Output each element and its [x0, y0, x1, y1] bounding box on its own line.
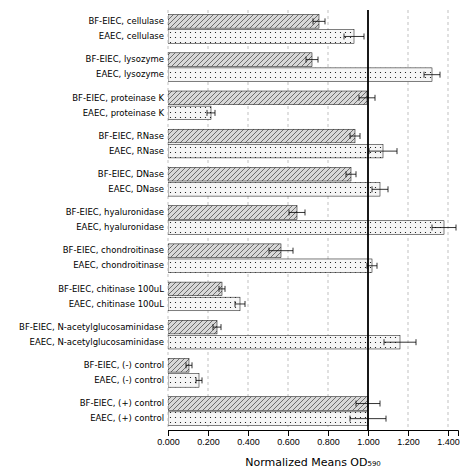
- bar: [168, 144, 383, 158]
- tick-label: 1.000: [357, 437, 380, 447]
- bar: [168, 412, 368, 426]
- tick: 0.000: [157, 430, 180, 447]
- tick-label: BF-EIEC, chitinase 100uL: [58, 284, 164, 294]
- axis-line: [169, 431, 459, 437]
- error-bar: [207, 110, 215, 116]
- error-bar: [289, 209, 305, 215]
- error-bar: [359, 95, 375, 101]
- bar: [168, 30, 354, 44]
- tick-label: 0.000: [157, 437, 180, 447]
- y-axis: BF-EIEC, cellulase EAEC, cellulase BF-EIEC…: [19, 16, 164, 423]
- bar: [168, 15, 319, 29]
- bar: [168, 221, 444, 235]
- tick-label: EAEC, (+) control: [90, 413, 164, 423]
- error-bar: [213, 324, 221, 330]
- tick-label: 0.800: [317, 437, 340, 447]
- grid: [168, 10, 448, 430]
- tick-label: EAEC, (-) control: [94, 375, 164, 385]
- tick-label: BF-EIEC, lysozyme: [86, 54, 164, 64]
- tick-label: EAEC, cellulase: [99, 31, 164, 41]
- bar: [168, 244, 281, 258]
- tick-label: EAEC, lysozyme: [96, 69, 164, 79]
- tick-label: BF-EIEC, cellulase: [88, 16, 164, 26]
- tick: 0.400: [237, 430, 260, 447]
- bar: [168, 397, 368, 411]
- tick-label: BF-EIEC, (-) control: [84, 360, 164, 370]
- error-bar: [306, 57, 318, 63]
- tick-label: EAEC, RNase: [109, 146, 164, 156]
- chart: 0.000 0.200 0.400 0.600 0.800 1.000 1.200 1.400…: [0, 0, 474, 476]
- tick-label: 1.200: [397, 437, 420, 447]
- tick-label: BF-EIEC, hyaluronidase: [66, 207, 164, 217]
- error-bar: [372, 186, 388, 192]
- tick-mark: [368, 430, 369, 436]
- error-bar: [313, 18, 325, 24]
- error-bar: [344, 33, 364, 39]
- tick-label: BF-EIEC, RNase: [98, 131, 164, 141]
- bar: [168, 167, 351, 181]
- tick: 0.200: [197, 430, 220, 447]
- error-bar: [186, 362, 192, 368]
- x-axis-title: Normalized Means OD₅₉₀: [245, 456, 381, 469]
- tick-label: EAEC, chondroitinase: [73, 260, 164, 270]
- bar: [168, 320, 217, 334]
- error-bar: [219, 286, 225, 292]
- error-bar: [346, 171, 356, 177]
- error-bar: [369, 148, 397, 154]
- bar: [168, 374, 199, 388]
- tick-label: 0.400: [237, 437, 260, 447]
- tick-mark: [168, 430, 169, 436]
- tick-mark: [448, 430, 449, 436]
- tick-mark: [248, 430, 249, 436]
- plot: 0.000 0.200 0.400 0.600 0.800 1.000 1.200 1.400…: [19, 10, 460, 447]
- tick-label: 0.200: [197, 437, 220, 447]
- bar: [168, 206, 297, 220]
- tick-label: EAEC, hyaluronidase: [76, 222, 164, 232]
- tick-label: BF-EIEC, N-acetylglucosaminidase: [19, 322, 164, 332]
- tick-label: 1.400: [437, 437, 460, 447]
- bar: [168, 183, 380, 197]
- tick: 0.600: [277, 430, 300, 447]
- grid-line: [448, 10, 449, 430]
- tick: 1.200: [397, 430, 420, 447]
- tick-label: EAEC, proteinase K: [83, 108, 165, 118]
- tick-label: EAEC, N-acetylglucosaminidase: [30, 337, 164, 347]
- error-bar: [269, 248, 293, 254]
- bar: [168, 68, 432, 82]
- error-bar: [384, 339, 416, 345]
- bar: [168, 91, 367, 105]
- tick-label: EAEC, DNase: [108, 184, 164, 194]
- bar: [168, 259, 372, 273]
- tick: 1.000: [357, 430, 380, 447]
- tick-label: BF-EIEC, chondroitinase: [63, 245, 164, 255]
- tick-label: 0.600: [277, 437, 300, 447]
- bar: [168, 106, 211, 120]
- tick-label: EAEC, chitinase 100uL: [69, 299, 165, 309]
- reference-line: [367, 10, 369, 430]
- tick-mark: [208, 430, 209, 436]
- error-bar: [350, 133, 360, 139]
- error-bar: [235, 301, 245, 307]
- tick-label: BF-EIEC, (+) control: [80, 398, 164, 408]
- x-axis: 0.000 0.200 0.400 0.600 0.800 1.000 1.200 1.400: [157, 430, 460, 447]
- tick-mark: [408, 430, 409, 436]
- tick-mark: [288, 430, 289, 436]
- tick-label: BF-EIEC, DNase: [98, 169, 164, 179]
- bar: [168, 282, 222, 296]
- bar: [168, 53, 312, 67]
- bar: [168, 129, 355, 143]
- tick-label: BF-EIEC, proteinase K: [72, 93, 164, 103]
- tick-mark: [328, 430, 329, 436]
- tick: 1.400: [437, 430, 460, 447]
- error-bar: [424, 72, 440, 78]
- error-bar: [196, 377, 202, 383]
- bars: [168, 10, 456, 430]
- bar: [168, 335, 400, 349]
- error-bar: [432, 225, 456, 231]
- tick: 0.800: [317, 430, 340, 447]
- bar: [168, 297, 240, 311]
